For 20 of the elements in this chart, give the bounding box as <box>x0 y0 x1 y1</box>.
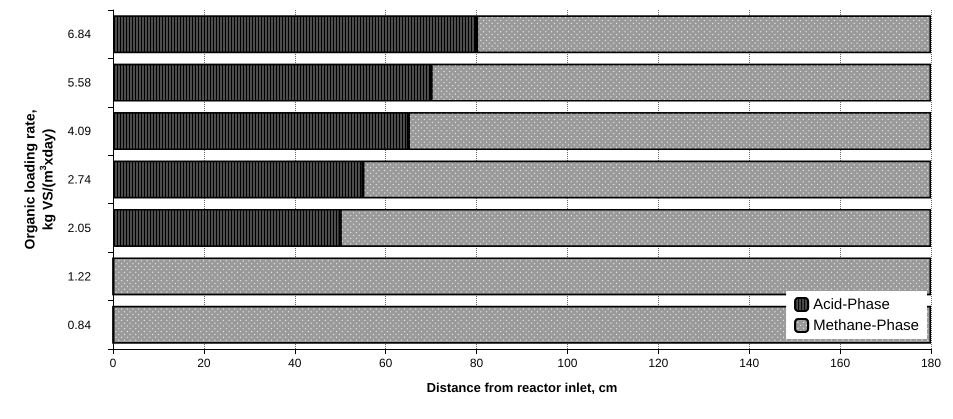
x-tick-label: 60 <box>378 356 393 370</box>
x-axis-title: Distance from reactor inlet, cm <box>426 380 618 395</box>
y-tick-label: 2.05 <box>68 220 92 235</box>
y-tick-label: 1.22 <box>68 269 92 284</box>
y-tick-label: 5.58 <box>68 76 92 90</box>
x-tick-label: 80 <box>470 356 484 370</box>
y-tick-label: 6.84 <box>68 27 92 42</box>
x-tick-label: 180 <box>920 356 942 370</box>
x-tick-label: 100 <box>557 356 578 370</box>
y-tick-label: 0.84 <box>68 318 92 332</box>
x-tick-label: 120 <box>648 356 669 370</box>
y-tick-label: 4.09 <box>68 124 92 138</box>
legend-label: Acid-Phase <box>813 296 890 313</box>
y-tick-label: 2.74 <box>68 172 92 186</box>
x-tick-label: 20 <box>197 356 211 370</box>
x-tick-label: 140 <box>739 356 760 370</box>
x-tick-label: 160 <box>830 356 850 370</box>
x-tick-label: 0 <box>110 356 117 370</box>
legend-label: Methane-Phase <box>813 317 920 334</box>
x-tick-label: 40 <box>288 356 302 370</box>
